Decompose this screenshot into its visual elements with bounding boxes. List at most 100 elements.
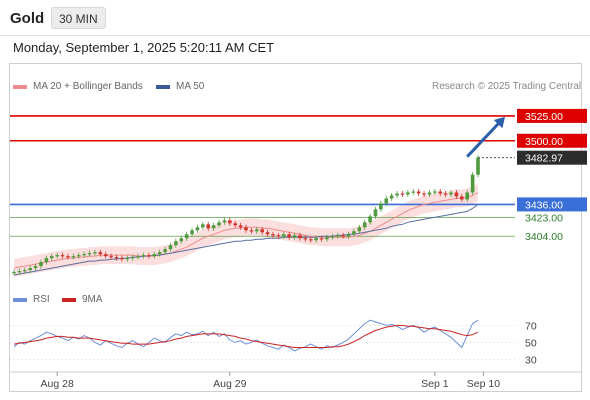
candle-body <box>39 262 43 267</box>
candle-body <box>249 230 254 232</box>
candle-body <box>470 174 475 193</box>
candle-body <box>443 193 448 195</box>
candle-body <box>195 227 200 231</box>
legend-ma50: MA 50 <box>156 81 204 92</box>
candle-body <box>325 237 329 240</box>
candle-body <box>120 258 124 260</box>
candle-body <box>422 193 426 195</box>
candle-body <box>109 256 113 258</box>
candle-body <box>125 258 130 260</box>
legend-ma50-label: MA 50 <box>176 81 205 92</box>
candle-body <box>330 236 335 238</box>
forecast-arrow-head <box>493 116 505 129</box>
candle-body <box>238 225 243 228</box>
candle-body <box>276 235 281 237</box>
candle-body <box>12 272 16 274</box>
price-level-3423.00-label: 3423.00 <box>525 212 563 224</box>
chart-datetime: Monday, September 1, 2025 5:20:11 AM CET <box>13 40 275 55</box>
candle-body <box>265 232 270 235</box>
x-tick-label-3: Sep 10 <box>467 378 500 390</box>
candle-body <box>98 252 103 255</box>
candle-body <box>55 255 59 257</box>
candle-body <box>260 229 264 233</box>
price-level-3500.00-label: 3500.00 <box>525 136 563 148</box>
price-level-3436.00-tag <box>517 197 587 212</box>
candle-body <box>395 193 399 196</box>
candle-body <box>335 235 340 237</box>
price-level-3525.00-label: 3525.00 <box>525 111 563 123</box>
candle-body <box>373 209 378 217</box>
legend-rsi-swatch <box>13 297 27 302</box>
candle-body <box>384 198 389 204</box>
candle-body <box>416 191 421 194</box>
candle-body <box>346 234 351 237</box>
legend-rsi-label: RSI <box>33 294 50 305</box>
candle-body <box>303 238 308 240</box>
candle-body <box>379 203 383 210</box>
legend-ma20-swatch <box>13 84 27 89</box>
candle-body <box>438 191 443 194</box>
candle-body <box>427 192 432 195</box>
candle-body <box>298 235 302 239</box>
candle-body <box>201 224 205 228</box>
candle-body <box>87 253 92 255</box>
candle-body <box>174 241 178 246</box>
last-price-label: 3482.97 <box>525 153 563 165</box>
candle-body <box>76 255 81 257</box>
candle-body <box>368 216 372 223</box>
candle-body <box>244 227 248 231</box>
candle-body <box>352 231 356 235</box>
rsi-line <box>13 319 479 352</box>
candle-body <box>433 191 437 193</box>
x-tick-label-0: Aug 28 <box>41 378 74 390</box>
candle-body <box>130 257 135 259</box>
price-level-3500.00-tag <box>517 133 587 148</box>
candle-body <box>254 229 259 232</box>
candle-body <box>362 222 367 228</box>
candle-body <box>341 235 345 237</box>
candle-body <box>233 223 238 226</box>
last-price-tag <box>517 150 587 165</box>
candle-body <box>82 254 86 256</box>
candle-body <box>271 234 275 236</box>
forecast-arrow-shaft <box>466 119 503 158</box>
timeframe-selector[interactable]: 30 MIN <box>51 7 106 29</box>
candle-body <box>103 254 108 257</box>
candle-body <box>49 256 54 259</box>
x-tick-label-2: Sep 1 <box>421 378 449 390</box>
chart-header: Gold 30 MIN <box>0 0 590 36</box>
candle-body <box>465 192 470 200</box>
candle-body <box>411 191 416 193</box>
candle-body <box>308 239 313 241</box>
candle-body <box>454 192 459 197</box>
candle-body <box>60 255 65 257</box>
legend-ma20-label: MA 20 + Bollinger Bands <box>33 81 143 92</box>
price-level-3404.00-label: 3404.00 <box>525 231 563 243</box>
candle-body <box>147 255 151 257</box>
rsi-9ma-line <box>13 324 479 348</box>
candle-body <box>157 252 162 255</box>
candle-body <box>114 257 119 259</box>
research-credit: Research © 2025 Trading Central <box>432 81 582 92</box>
candle-body <box>211 225 216 229</box>
ma50-line <box>13 203 479 276</box>
chart-frame <box>9 63 582 392</box>
rsi-tick-label-70: 70 <box>525 320 537 332</box>
candle-body <box>217 222 221 226</box>
price-level-3525.00-tag <box>517 108 587 123</box>
candle-body <box>184 234 189 239</box>
candle-body <box>152 254 157 257</box>
candle-body <box>206 224 211 229</box>
price-level-3436.00-label: 3436.00 <box>525 199 563 211</box>
candle-body <box>460 196 464 200</box>
candle-body <box>281 234 286 237</box>
candle-body <box>168 245 173 250</box>
legend-ma50-swatch <box>156 84 170 89</box>
candle-body <box>66 256 70 258</box>
legend-9ma: 9MA <box>62 294 103 305</box>
candle-body <box>141 255 146 257</box>
legend-9ma-swatch <box>62 297 76 302</box>
legend-9ma-label: 9MA <box>82 294 103 305</box>
instrument-name: Gold <box>10 10 45 27</box>
candle-body <box>93 252 97 254</box>
